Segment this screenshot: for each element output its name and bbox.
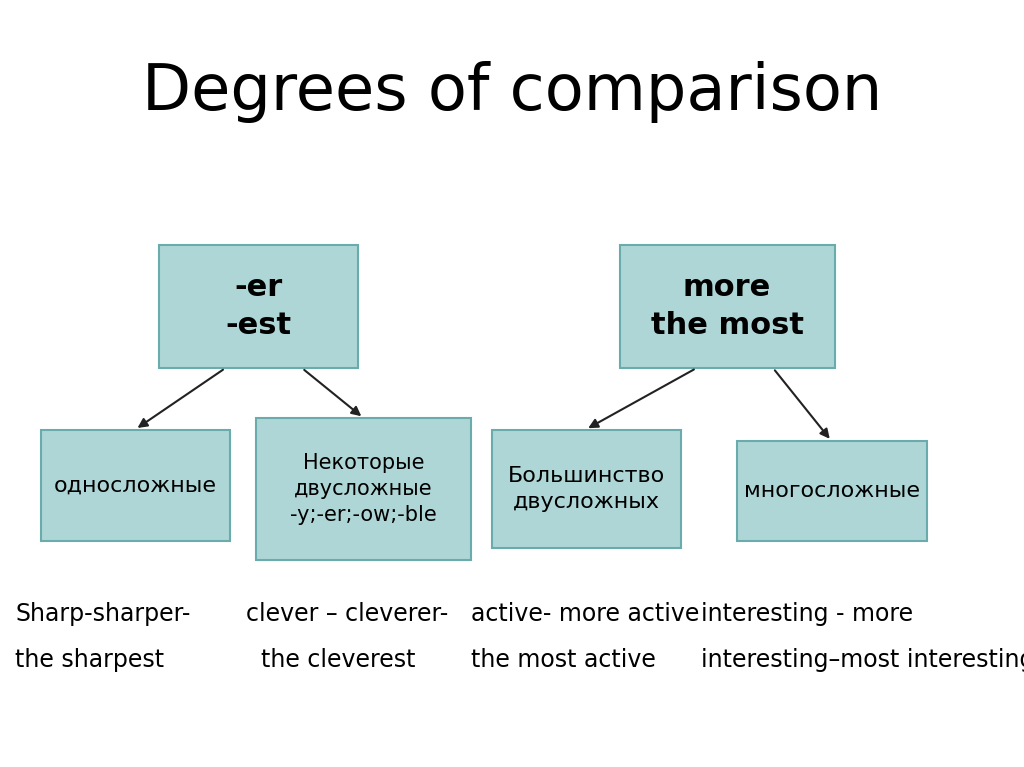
Text: clever – cleverer-: clever – cleverer- — [246, 602, 449, 626]
Text: Sharp-sharper-: Sharp-sharper- — [15, 602, 190, 626]
Text: the most active: the most active — [471, 648, 656, 672]
FancyBboxPatch shape — [737, 441, 927, 541]
Text: Некоторые
двусложные
-y;-er;-ow;-ble: Некоторые двусложные -y;-er;-ow;-ble — [290, 453, 437, 525]
Text: interesting - more: interesting - more — [701, 602, 913, 626]
FancyBboxPatch shape — [492, 430, 681, 548]
Text: Degrees of comparison: Degrees of comparison — [142, 61, 882, 123]
FancyBboxPatch shape — [41, 430, 230, 541]
Text: interesting–most interesting: interesting–most interesting — [701, 648, 1024, 672]
Text: the cleverest: the cleverest — [246, 648, 416, 672]
FancyBboxPatch shape — [159, 245, 358, 368]
Text: -er
-est: -er -est — [225, 273, 292, 341]
Text: more
the most: more the most — [650, 273, 804, 341]
Text: односложные: односложные — [54, 475, 217, 495]
Text: многосложные: многосложные — [744, 481, 920, 501]
Text: the sharpest: the sharpest — [15, 648, 165, 672]
Text: Большинство
двусложных: Большинство двусложных — [508, 466, 665, 512]
FancyBboxPatch shape — [620, 245, 835, 368]
Text: active- more active: active- more active — [471, 602, 699, 626]
FancyBboxPatch shape — [256, 418, 471, 560]
